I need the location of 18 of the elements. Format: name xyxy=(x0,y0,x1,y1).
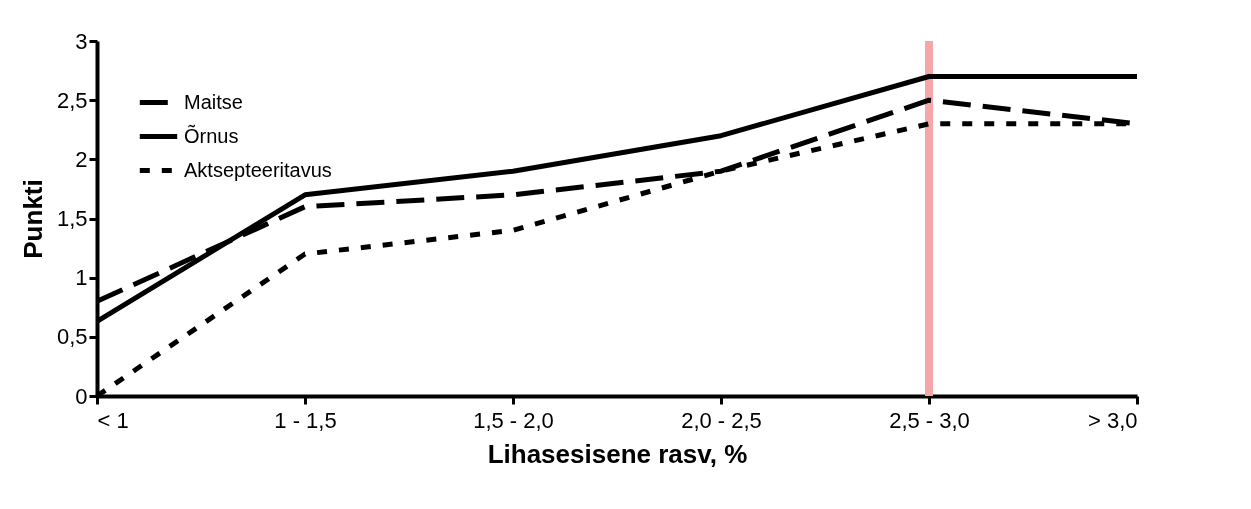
x-tick-label: 1 - 1,5 xyxy=(274,407,337,433)
x-axis-title: Lihasesisene rasv, % xyxy=(487,438,748,469)
y-tick-label: 0 xyxy=(75,383,88,409)
y-tick-label: 2,5 xyxy=(56,87,88,113)
x-tick-label: 1,5 - 2,0 xyxy=(473,407,554,433)
y-tick-label: 3 xyxy=(75,28,88,54)
y-tick-label: 0,5 xyxy=(56,324,88,350)
y-tick-label: 1,5 xyxy=(56,206,88,231)
y-tick-label: 1 xyxy=(75,265,88,291)
x-tick-label: 2,0 - 2,5 xyxy=(681,407,762,433)
legend-label: Õrnus xyxy=(184,123,239,147)
x-tick-label: > 3,0 xyxy=(1087,407,1138,433)
y-tick-label: 2 xyxy=(75,146,88,172)
x-tick-label: 2,5 - 3,0 xyxy=(889,407,970,433)
y-axis-title: Punkti xyxy=(17,179,48,259)
x-tick-label: < 1 xyxy=(97,407,129,433)
legend-label: Aktsepteeritavus xyxy=(184,158,332,181)
legend-label: Maitse xyxy=(184,90,243,113)
